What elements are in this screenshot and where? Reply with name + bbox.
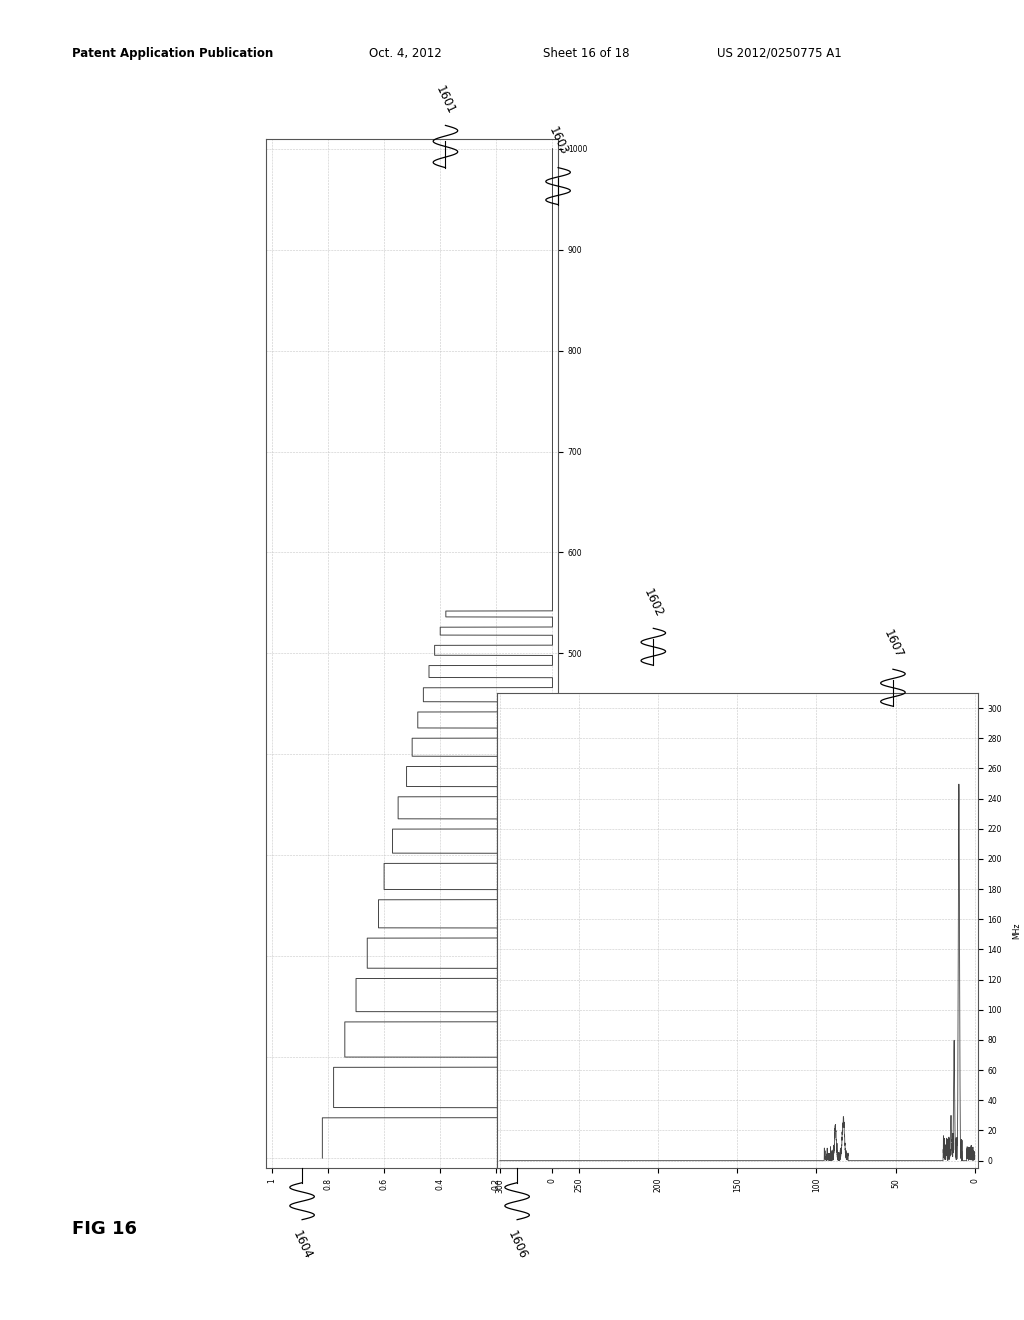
Text: 1606: 1606 xyxy=(505,1229,529,1261)
Text: US 2012/0250775 A1: US 2012/0250775 A1 xyxy=(717,46,842,59)
Text: MHz: MHz xyxy=(1012,923,1021,939)
Text: 1607: 1607 xyxy=(881,628,905,660)
Text: 1604: 1604 xyxy=(290,1229,314,1261)
Text: Oct. 4, 2012: Oct. 4, 2012 xyxy=(369,46,441,59)
Text: 1602: 1602 xyxy=(641,587,666,619)
Text: Patent Application Publication: Patent Application Publication xyxy=(72,46,273,59)
Text: 1603: 1603 xyxy=(546,125,570,157)
Text: 1601: 1601 xyxy=(433,84,458,116)
Text: Sheet 16 of 18: Sheet 16 of 18 xyxy=(543,46,629,59)
Text: FIG 16: FIG 16 xyxy=(72,1220,136,1238)
